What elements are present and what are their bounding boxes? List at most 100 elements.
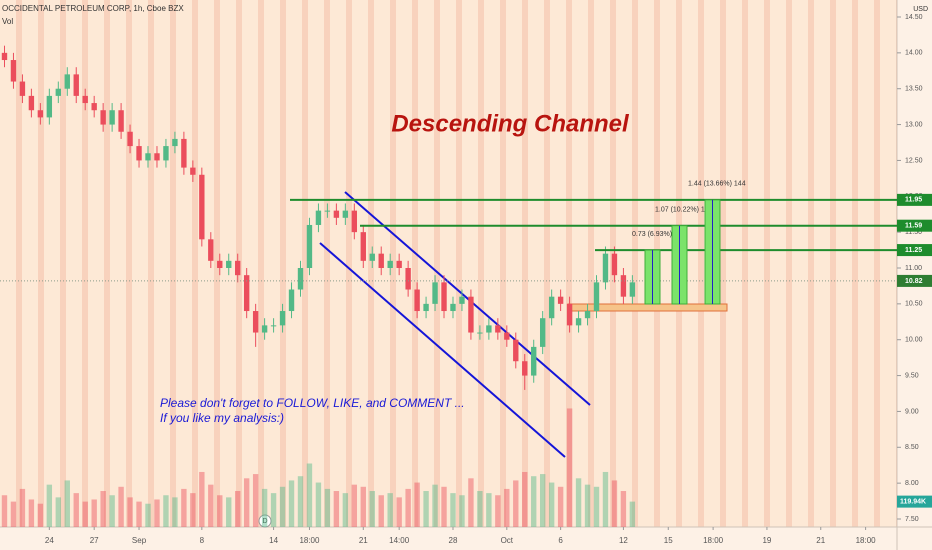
candle-body bbox=[468, 296, 474, 333]
volume-bar bbox=[73, 493, 79, 527]
volume-bar bbox=[539, 474, 546, 527]
volume-bar bbox=[477, 491, 483, 527]
volume-label: Vol bbox=[2, 17, 13, 26]
y-tick-label: 11.50 bbox=[905, 229, 922, 236]
session-background bbox=[0, 0, 897, 527]
volume-bar bbox=[629, 501, 636, 527]
volume-bar bbox=[432, 484, 438, 527]
volume-bar bbox=[611, 480, 618, 527]
volume-bar bbox=[100, 491, 106, 527]
candle-body bbox=[539, 318, 546, 347]
candle-body bbox=[235, 260, 241, 276]
x-tick-label: 24 bbox=[45, 536, 54, 545]
candle-body bbox=[190, 167, 196, 175]
candle-body bbox=[611, 253, 618, 276]
candle-body bbox=[172, 138, 178, 147]
x-tick-label: 18:00 bbox=[299, 536, 320, 545]
candle-body bbox=[82, 95, 88, 104]
volume-bar bbox=[414, 482, 420, 527]
x-tick-label: 19 bbox=[762, 536, 771, 545]
volume-bar bbox=[208, 484, 214, 527]
candle-body bbox=[217, 260, 223, 268]
level-label: 11.25 bbox=[905, 247, 922, 254]
candle-body bbox=[118, 110, 124, 132]
candle-body bbox=[163, 146, 169, 161]
candle-body bbox=[37, 110, 44, 118]
candle-body bbox=[181, 138, 187, 168]
candle-body bbox=[602, 253, 609, 283]
candle-body bbox=[127, 131, 133, 147]
y-tick-label: 13.00 bbox=[905, 121, 923, 128]
volume-bar bbox=[199, 471, 205, 527]
candle-body bbox=[226, 260, 232, 268]
candle-body bbox=[136, 146, 142, 161]
volume-bar bbox=[217, 495, 223, 527]
x-tick-label: 21 bbox=[359, 536, 368, 545]
candle-body bbox=[46, 95, 53, 118]
note: If you like my analysis:) bbox=[160, 411, 284, 425]
x-tick-label: 12 bbox=[619, 536, 628, 545]
level-label: 11.59 bbox=[905, 223, 922, 230]
time-axis bbox=[0, 527, 932, 550]
candle-body bbox=[19, 81, 26, 96]
candle-body bbox=[279, 311, 286, 326]
candle-body bbox=[504, 332, 510, 340]
volume-bar bbox=[495, 495, 501, 527]
candle-body bbox=[584, 311, 591, 319]
volume-bar bbox=[513, 480, 519, 527]
volume-bar bbox=[261, 488, 268, 527]
volume-bar bbox=[288, 480, 295, 527]
volume-bar bbox=[243, 478, 250, 527]
x-tick-label: Sep bbox=[132, 536, 147, 545]
volume-last-label: 119.94K bbox=[900, 498, 926, 505]
y-tick-label: 9.00 bbox=[905, 408, 919, 415]
x-tick-label: Oct bbox=[501, 536, 514, 545]
volume-bar bbox=[396, 497, 402, 527]
candle-body bbox=[548, 296, 555, 319]
candle-body bbox=[109, 110, 115, 125]
volume-bar bbox=[163, 495, 169, 527]
candle-body bbox=[10, 60, 17, 82]
y-tick-label: 14.50 bbox=[905, 14, 923, 21]
volume-bar bbox=[190, 493, 196, 527]
volume-bar bbox=[468, 478, 474, 527]
price-badge bbox=[897, 193, 932, 206]
candle-body bbox=[154, 153, 160, 161]
candle-body bbox=[324, 210, 331, 212]
target-label: 1.07 (10.22%) 107 bbox=[655, 207, 713, 214]
candle-body bbox=[270, 325, 277, 327]
price-badge bbox=[897, 219, 932, 232]
channel-line bbox=[344, 191, 591, 406]
volume-bar bbox=[145, 503, 151, 527]
target-label: 1.44 (13.66%) 144 bbox=[688, 181, 746, 188]
x-tick-label: 21 bbox=[816, 536, 825, 545]
volume-bar bbox=[360, 486, 366, 527]
volume-bar bbox=[405, 488, 411, 527]
candle-body bbox=[208, 239, 214, 261]
candle-body bbox=[575, 318, 582, 326]
support-box bbox=[567, 303, 728, 312]
x-tick-label: 27 bbox=[90, 536, 99, 545]
volume-bar bbox=[486, 493, 492, 527]
volume-bar bbox=[459, 495, 465, 527]
level-label: 11.95 bbox=[905, 197, 922, 204]
candle-body bbox=[333, 210, 340, 218]
volume-bar bbox=[333, 491, 340, 527]
volume-badge bbox=[897, 495, 932, 508]
candle-body bbox=[28, 95, 35, 111]
volume-bar bbox=[28, 499, 35, 527]
candle-body bbox=[288, 289, 295, 312]
volume-bar bbox=[91, 499, 97, 527]
chart-header: OCCIDENTAL PETROLEUM CORP, 1h, Cboe BZX bbox=[2, 4, 184, 13]
volume-bar bbox=[118, 486, 124, 527]
candle-body bbox=[423, 303, 429, 312]
candle-body bbox=[405, 268, 411, 290]
candle-body bbox=[486, 325, 492, 333]
candle-body bbox=[495, 325, 501, 333]
annotation-title: Descending Channel bbox=[391, 110, 630, 137]
candle-body bbox=[441, 282, 447, 312]
volume-bar bbox=[387, 493, 393, 527]
volume-bar bbox=[369, 491, 375, 527]
candle-body bbox=[396, 260, 402, 268]
candle-body bbox=[73, 74, 79, 96]
